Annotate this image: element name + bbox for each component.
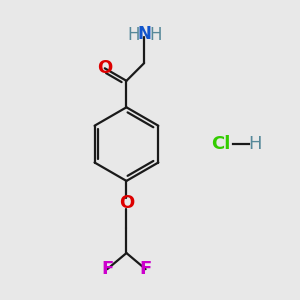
Text: H: H (128, 26, 140, 44)
Text: Cl: Cl (211, 135, 230, 153)
Text: N: N (138, 25, 152, 43)
Text: H: H (150, 26, 162, 44)
Text: O: O (119, 194, 134, 212)
Text: O: O (97, 59, 112, 77)
Text: F: F (101, 260, 113, 278)
Text: F: F (140, 260, 152, 278)
Text: H: H (249, 135, 262, 153)
